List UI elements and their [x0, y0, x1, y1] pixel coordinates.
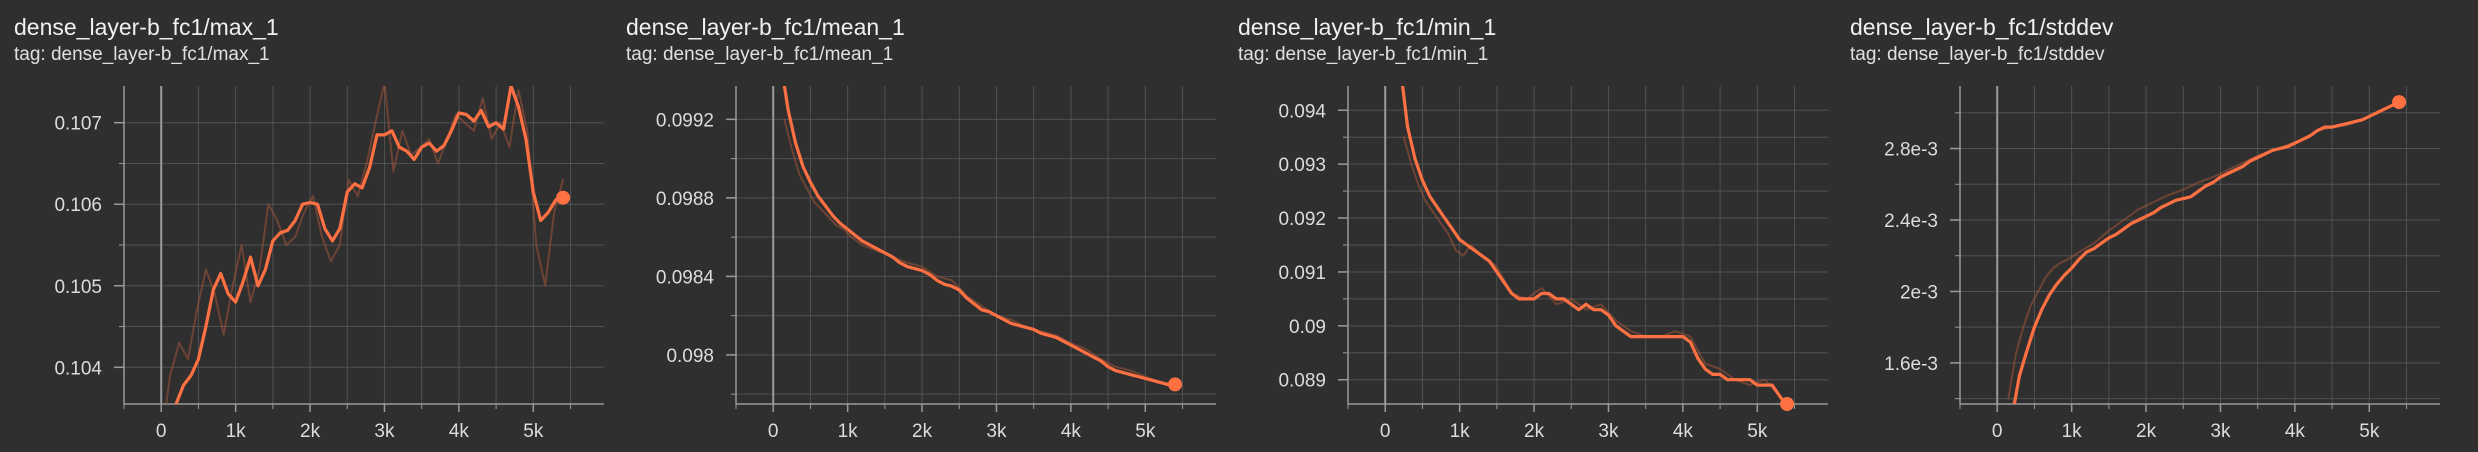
plot-area	[2007, 100, 2401, 404]
x-tick-label: 0	[768, 421, 779, 442]
smoothed-series-line	[2012, 100, 2401, 404]
y-tick-label: 0.106	[54, 195, 102, 216]
x-tick-label: 3k	[2210, 421, 2231, 442]
x-tick-label: 1k	[838, 421, 859, 442]
x-tick-label: 0	[1380, 421, 1391, 442]
x-tick-label: 3k	[374, 421, 395, 442]
chart-tag: tag: dense_layer-b_fc1/stddev	[1850, 44, 2105, 65]
y-tick-label: 0.089	[1278, 371, 1326, 392]
y-tick-label: 0.09	[1289, 317, 1326, 338]
chart-tag: tag: dense_layer-b_fc1/max_1	[14, 44, 270, 65]
x-tick-label: 2k	[1524, 421, 1545, 442]
chart-title: dense_layer-b_fc1/mean_1	[626, 14, 905, 40]
x-tick-label: 5k	[2359, 421, 2380, 442]
x-tick-label: 3k	[1598, 421, 1619, 442]
y-tick-label: 2e-3	[1900, 282, 1938, 303]
x-tick-label: 2k	[2136, 421, 2157, 442]
chart-card-max: dense_layer-b_fc1/max_1 tag: dense_layer…	[0, 0, 612, 452]
chart-card-min: dense_layer-b_fc1/min_1 tag: dense_layer…	[1224, 0, 1836, 452]
last-point-marker	[2392, 95, 2407, 110]
y-tick-label: 0.104	[54, 358, 102, 379]
x-tick-label: 2k	[912, 421, 933, 442]
raw-series-line	[1402, 136, 1787, 404]
y-tick-label: 0.0988	[656, 189, 714, 210]
x-tick-label: 0	[156, 421, 167, 442]
chart-tag: tag: dense_layer-b_fc1/min_1	[1238, 44, 1489, 65]
y-tick-label: 1.6e-3	[1884, 354, 1938, 375]
y-tick-label: 2.4e-3	[1884, 211, 1938, 232]
raw-series-line	[2007, 101, 2401, 400]
x-tick-label: 5k	[1135, 421, 1156, 442]
plot-area	[782, 86, 1177, 386]
x-tick-label: 4k	[2285, 421, 2306, 442]
last-point-marker	[1168, 377, 1183, 392]
y-tick-label: 0.094	[1278, 101, 1326, 122]
x-tick-label: 1k	[2062, 421, 2083, 442]
y-tick-label: 0.0992	[656, 110, 714, 131]
last-point-marker	[556, 190, 571, 205]
x-tick-label: 5k	[1747, 421, 1768, 442]
chart-card-stddev: dense_layer-b_fc1/stddev tag: dense_laye…	[1836, 0, 2448, 452]
smoothed-series-line	[1401, 86, 1788, 404]
smoothed-series-line	[174, 86, 565, 404]
x-tick-label: 4k	[449, 421, 470, 442]
chart-svg-min[interactable]: 0 1k 2k 3k 4k 5k 0.089 0.09 0.091 0.092 0.093 0.094	[1224, 0, 1836, 452]
chart-title: dense_layer-b_fc1/max_1	[14, 14, 279, 40]
smoothed-series-line	[782, 86, 1177, 386]
grid	[735, 86, 1216, 404]
x-tick-label: 4k	[1061, 421, 1082, 442]
x-tick-label: 0	[1992, 421, 2003, 442]
grid	[123, 86, 604, 404]
x-tick-label: 5k	[523, 421, 544, 442]
raw-series-line	[165, 86, 565, 404]
raw-series-line	[783, 118, 1177, 386]
chart-card-mean: dense_layer-b_fc1/mean_1 tag: dense_laye…	[612, 0, 1224, 452]
x-tick-label: 3k	[986, 421, 1007, 442]
grid	[1347, 86, 1828, 404]
y-tick-label: 0.107	[54, 114, 102, 135]
chart-svg-stddev[interactable]: 0 1k 2k 3k 4k 5k 1.6e-3 2e-3 2.4e-3 2.8e-3	[1836, 0, 2448, 452]
plot-area	[165, 86, 565, 404]
last-point-marker	[1780, 397, 1795, 411]
y-tick-label: 0.092	[1278, 209, 1326, 230]
x-tick-label: 4k	[1673, 421, 1694, 442]
chart-title: dense_layer-b_fc1/min_1	[1238, 14, 1497, 40]
chart-svg-mean[interactable]: 0 1k 2k 3k 4k 5k 0.098 0.0984 0.0988 0.0992	[612, 0, 1224, 452]
y-tick-label: 0.105	[54, 277, 102, 298]
grid	[1959, 86, 2440, 404]
x-tick-label: 2k	[300, 421, 321, 442]
plot-area	[1401, 86, 1788, 404]
y-tick-label: 0.093	[1278, 155, 1326, 176]
y-tick-label: 0.091	[1278, 263, 1326, 284]
chart-title: dense_layer-b_fc1/stddev	[1850, 14, 2114, 40]
x-tick-label: 1k	[226, 421, 247, 442]
chart-tag: tag: dense_layer-b_fc1/mean_1	[626, 44, 894, 65]
y-tick-label: 0.0984	[656, 267, 715, 288]
chart-svg-max[interactable]: 0 1k 2k 3k 4k 5k 0.104 0.105 0.106 0.107	[0, 0, 612, 452]
y-tick-label: 2.8e-3	[1884, 140, 1938, 161]
y-tick-label: 0.098	[666, 346, 714, 367]
x-tick-label: 1k	[1450, 421, 1471, 442]
